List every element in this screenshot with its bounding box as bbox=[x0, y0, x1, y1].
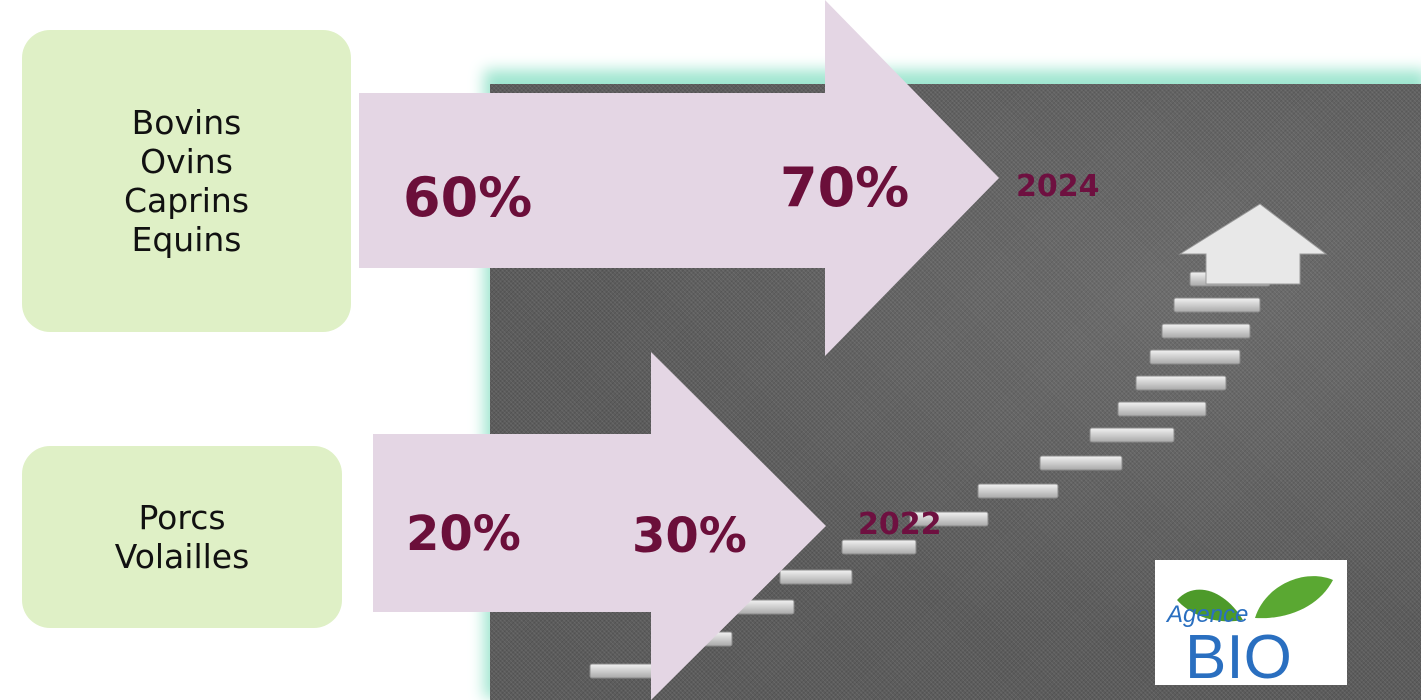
group-2-line-2: Volailles bbox=[114, 537, 250, 576]
stair-step bbox=[841, 539, 917, 555]
group-1-year: 2024 bbox=[1016, 169, 1100, 204]
stair-step bbox=[909, 511, 989, 527]
group-2-to-percent: 30% bbox=[632, 508, 747, 564]
group-1-from-percent: 60% bbox=[403, 166, 533, 229]
up-arrow-head bbox=[1178, 203, 1328, 285]
group-2-from-percent: 20% bbox=[406, 506, 521, 562]
agence-bio-logo: Agence BIO bbox=[1155, 560, 1347, 692]
stair-step bbox=[977, 483, 1059, 499]
stair-step bbox=[779, 569, 853, 585]
group-2-line-1: Porcs bbox=[138, 498, 226, 537]
progress-arrow-1 bbox=[359, 0, 999, 356]
group-2-year: 2022 bbox=[858, 507, 942, 542]
svg-text:BIO: BIO bbox=[1185, 623, 1292, 685]
group-1-line-1: Bovins bbox=[131, 103, 242, 142]
progress-arrow-2 bbox=[373, 352, 826, 700]
livestock-group-box-2: Porcs Volailles bbox=[22, 446, 342, 628]
group-1-line-4: Equins bbox=[131, 220, 242, 259]
svg-text:Agence: Agence bbox=[1165, 601, 1248, 628]
livestock-group-box-1: Bovins Ovins Caprins Equins bbox=[22, 30, 351, 332]
group-1-line-2: Ovins bbox=[140, 142, 233, 181]
stair-step bbox=[1117, 401, 1207, 417]
stair-step bbox=[1149, 349, 1241, 365]
stair-step bbox=[1161, 323, 1251, 339]
stair-step bbox=[1039, 455, 1123, 471]
stair-step bbox=[1135, 375, 1227, 391]
stair-step bbox=[1173, 297, 1261, 313]
stair-step bbox=[1089, 427, 1175, 443]
group-1-line-3: Caprins bbox=[123, 181, 250, 220]
group-1-to-percent: 70% bbox=[780, 156, 910, 219]
